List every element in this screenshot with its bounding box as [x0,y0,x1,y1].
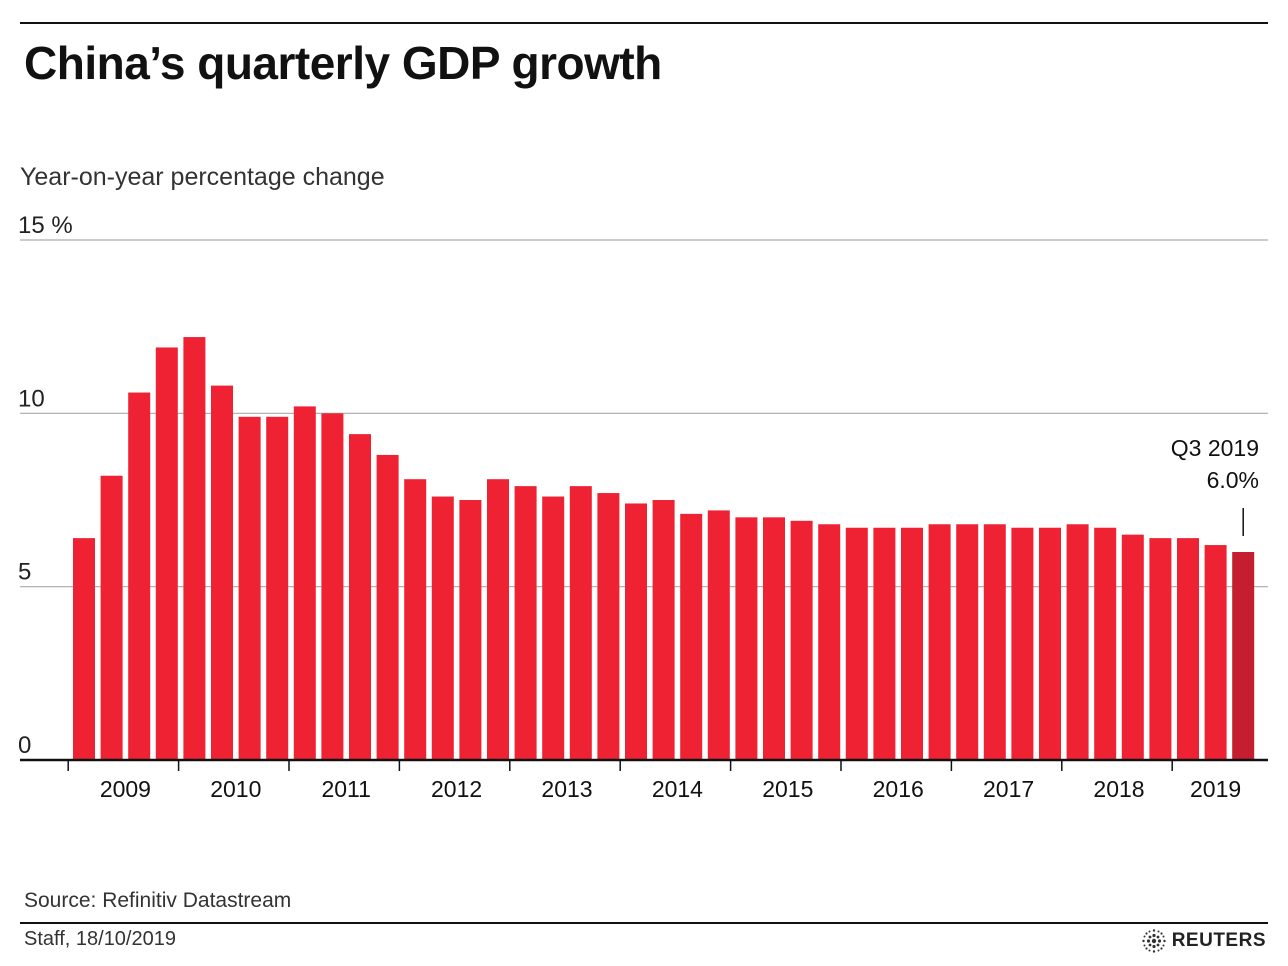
x-tick-label: 2015 [762,776,813,802]
x-tick-label: 2017 [983,776,1034,802]
bar [431,496,454,760]
y-tick-label: 5 [18,559,31,586]
bar [73,538,95,760]
source-note: Source: Refinitiv Datastream [24,889,292,912]
bar [956,524,979,760]
bar [321,413,344,760]
x-tick-label: 2011 [321,776,370,802]
bar [1232,552,1255,760]
x-tick-label: 2016 [873,776,924,802]
bar [1011,527,1034,760]
bar [404,479,427,760]
bar [128,392,151,760]
bar [211,385,233,760]
bar [293,406,316,760]
bar [100,475,123,760]
bar [238,416,261,760]
chart-title: China’s quarterly GDP growth [24,37,662,89]
chart-subtitle: Year-on-year percentage change [20,163,385,191]
bar [1039,527,1061,760]
bar [542,496,565,760]
bar [818,524,841,760]
bar [349,434,371,760]
bar [763,517,785,760]
bar [1094,527,1117,760]
x-tick-label: 2018 [1093,776,1144,802]
x-tick-label: 2009 [100,776,151,802]
bar [901,527,923,760]
x-tick-label: 2019 [1190,776,1241,802]
y-tick-label: 10 [18,385,45,412]
annotation-value: 6.0% [1207,467,1259,493]
bar [790,520,813,760]
bar [1204,545,1227,760]
bar [1066,524,1089,760]
bar [1121,534,1144,760]
x-tick-label: 2014 [652,776,703,802]
reuters-dots-icon [1142,929,1166,953]
brand-name: REUTERS [1171,930,1266,951]
bar [652,500,675,760]
bar [873,527,896,760]
bar [155,347,178,760]
x-tick-label: 2010 [210,776,261,802]
y-tick-label: 0 [18,732,31,759]
bar [183,337,206,760]
bar [597,493,620,760]
bar [983,524,1006,760]
annotation-label: Q3 2019 [1171,435,1259,461]
credit-line: Staff, 18/10/2019 [24,928,176,950]
bar [1177,538,1199,760]
bar [569,486,592,760]
bar [735,517,758,760]
bar [707,510,730,760]
bar [514,486,537,760]
bar [266,416,289,760]
bar [928,524,951,760]
x-tick-label: 2013 [541,776,592,802]
top-rule [20,22,1268,24]
bar [487,479,509,760]
bar [680,513,703,760]
bar [376,454,399,760]
reuters-logo: REUTERS [1141,928,1266,954]
x-tick-label: 2012 [431,776,482,802]
bar [459,500,482,760]
bar [625,503,647,760]
bar [1149,538,1172,760]
bar [845,527,868,760]
bottom-rule [20,922,1268,924]
y-tick-label: 15 % [18,212,73,239]
